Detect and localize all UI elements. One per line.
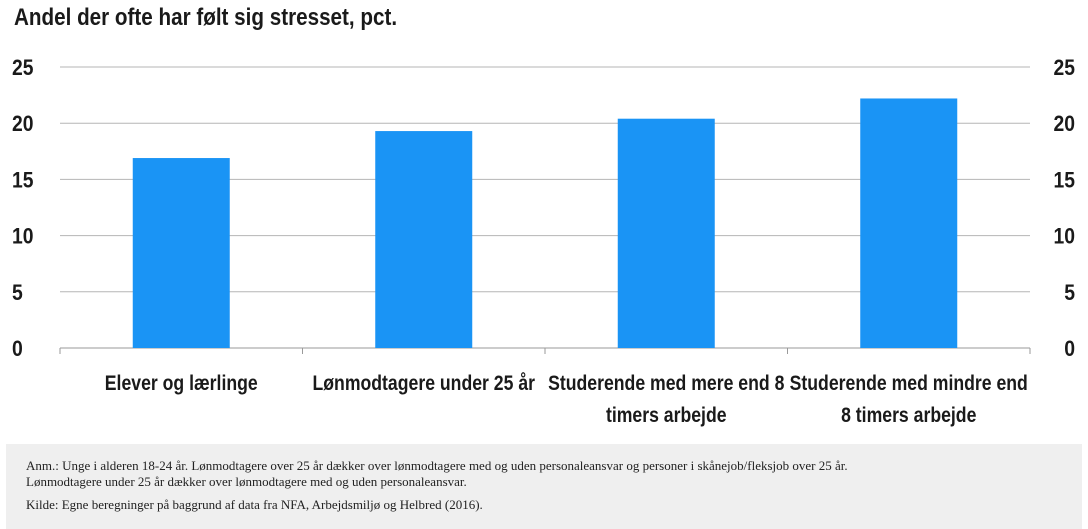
bar-chart: 0 0 5 5 10 10 15 15 20 20 25 25 Elever og lærlinge Lø… xyxy=(12,55,1076,427)
y-tick-label-left: 15 xyxy=(12,167,34,192)
y-tick-label-right: 15 xyxy=(1054,167,1076,192)
y-tick-label-right: 0 xyxy=(1064,336,1075,361)
y-tick-label-right: 10 xyxy=(1054,224,1076,249)
x-category-label: 8 timers arbejde xyxy=(841,404,976,427)
source-line: Kilde: Egne beregninger på baggrund af d… xyxy=(26,497,483,512)
chart-title: Andel der ofte har følt sig stresset, pc… xyxy=(14,4,398,31)
y-tick-label-right: 25 xyxy=(1054,55,1076,80)
bar xyxy=(375,131,473,348)
y-tick-label-left: 10 xyxy=(12,224,34,249)
bar xyxy=(617,118,715,348)
y-tick-label-right: 5 xyxy=(1064,280,1075,305)
notes-panel: Anm.: Unge i alderen 18-24 år. Lønmodtag… xyxy=(6,444,1082,529)
x-category-label: Studerende med mere end 8 xyxy=(548,372,785,395)
note-line-2: Lønmodtagere under 25 år dækker over løn… xyxy=(26,474,467,489)
bar xyxy=(132,158,230,348)
y-tick-label-right: 20 xyxy=(1054,111,1076,136)
x-category-label: Studerende med mindre end xyxy=(790,372,1028,395)
x-category-label: Lønmodtagere under 25 år xyxy=(313,372,536,395)
y-tick-label-left: 5 xyxy=(12,280,23,305)
bar xyxy=(860,98,958,348)
note-line-1: Anm.: Unge i alderen 18-24 år. Lønmodtag… xyxy=(26,458,848,473)
y-tick-label-left: 25 xyxy=(12,55,34,80)
x-category-label: timers arbejde xyxy=(606,404,727,427)
y-tick-label-left: 0 xyxy=(12,336,23,361)
x-category-label: Elever og lærlinge xyxy=(105,372,258,395)
y-tick-label-left: 20 xyxy=(12,111,34,136)
